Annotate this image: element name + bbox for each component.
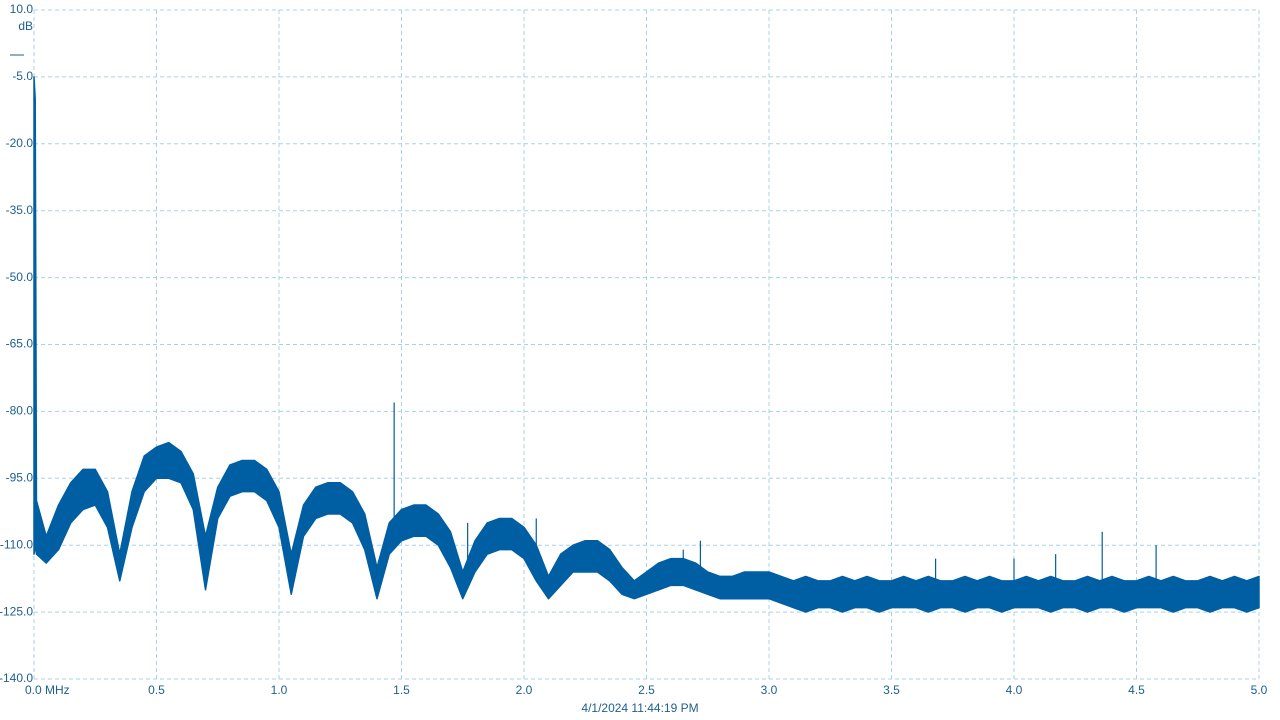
y-tick-label: -20.0 <box>6 136 34 150</box>
x-tick-label: 3.0 <box>761 683 778 697</box>
x-tick-label: 4.5 <box>1128 683 1145 697</box>
y-tick-label: -35.0 <box>6 203 34 217</box>
y-tick-label: -50.0 <box>6 270 34 284</box>
x-tick-label: 2.5 <box>638 683 655 697</box>
trace <box>33 76 1260 613</box>
x-tick-label: 0.0 MHz <box>25 683 70 697</box>
x-tick-label: 1.5 <box>393 683 410 697</box>
x-tick-label: 4.0 <box>1006 683 1023 697</box>
y-tick-label: -95.0 <box>6 470 34 484</box>
x-tick-label: 3.5 <box>883 683 900 697</box>
timestamp: 4/1/2024 11:44:19 PM <box>581 701 698 715</box>
x-tick-label: 1.0 <box>271 683 288 697</box>
y-tick-label: -110.0 <box>0 537 33 551</box>
y-tick-label: -140.0 <box>0 671 33 685</box>
x-tick-label: 0.5 <box>148 683 165 697</box>
y-unit: dB <box>18 19 33 33</box>
y-tick-label: -125.0 <box>0 604 33 618</box>
y-tick-label: -5.0 <box>12 69 33 83</box>
y-tick-label: -80.0 <box>6 404 34 418</box>
x-tick-label: 5.0 <box>1251 683 1268 697</box>
y-tick-label: -65.0 <box>6 337 34 351</box>
y-tick-label: 10.0 <box>10 2 34 16</box>
x-tick-label: 2.0 <box>516 683 533 697</box>
